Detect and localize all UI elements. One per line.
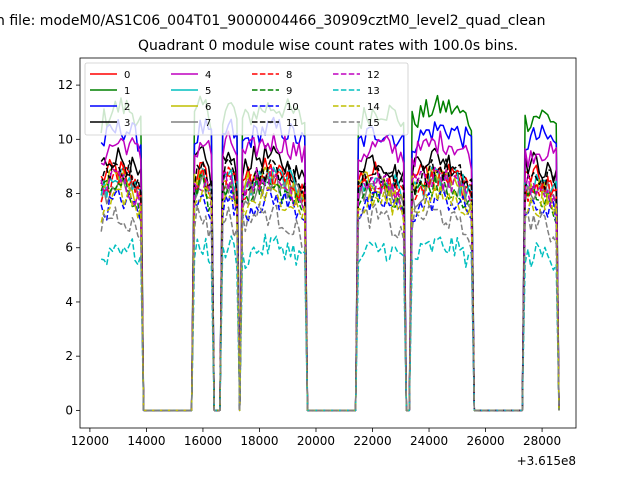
legend-label-8: 8 (286, 70, 292, 81)
legend-label-14: 14 (367, 102, 380, 113)
x-tick-label: 28000 (523, 434, 561, 448)
legend-label-3: 3 (124, 118, 130, 129)
legend-label-7: 7 (205, 118, 211, 129)
legend-label-9: 9 (286, 86, 292, 97)
x-axis-offset-label: +3.615e8 (517, 454, 576, 468)
x-tick-label: 24000 (410, 434, 448, 448)
series-line-15 (100, 203, 560, 412)
legend-label-10: 10 (286, 102, 299, 113)
chart-title: Quadrant 0 module wise count rates with … (138, 38, 518, 54)
x-tick-label: 22000 (353, 434, 391, 448)
x-tick-label: 14000 (127, 434, 165, 448)
y-tick-label: 10 (58, 132, 73, 146)
plot-frame (79, 57, 577, 429)
y-tick-label: 12 (58, 78, 73, 92)
legend-label-0: 0 (124, 70, 130, 81)
legend-frame (84, 62, 409, 136)
axes-layer: 12000 14000 16000 18000 20000 22000 24000 26000… (58, 57, 577, 448)
legend-label-15: 15 (367, 118, 380, 129)
series-layer (100, 94, 560, 412)
y-tick-label: 6 (65, 241, 73, 255)
figure-suptitle: n file: modeM0/AS1C06_004T01_9000004466_… (0, 13, 545, 29)
legend-label-13: 13 (367, 86, 380, 97)
x-tick-label: 18000 (240, 434, 278, 448)
legend-label-1: 1 (124, 86, 130, 97)
y-tick-label: 0 (65, 403, 73, 417)
legend-label-12: 12 (367, 70, 380, 81)
legend-label-4: 4 (205, 70, 211, 81)
y-tick-label: 4 (65, 295, 73, 309)
x-tick-label: 26000 (466, 434, 504, 448)
x-tick-label: 20000 (297, 434, 335, 448)
x-tick-label: 12000 (71, 434, 109, 448)
y-tick-label: 2 (65, 349, 73, 363)
legend-label-5: 5 (205, 86, 211, 97)
y-tick-label: 8 (65, 187, 73, 201)
x-tick-label: 16000 (184, 434, 222, 448)
legend-label-6: 6 (205, 102, 211, 113)
legend-label-2: 2 (124, 102, 130, 113)
legend-label-11: 11 (286, 118, 299, 129)
